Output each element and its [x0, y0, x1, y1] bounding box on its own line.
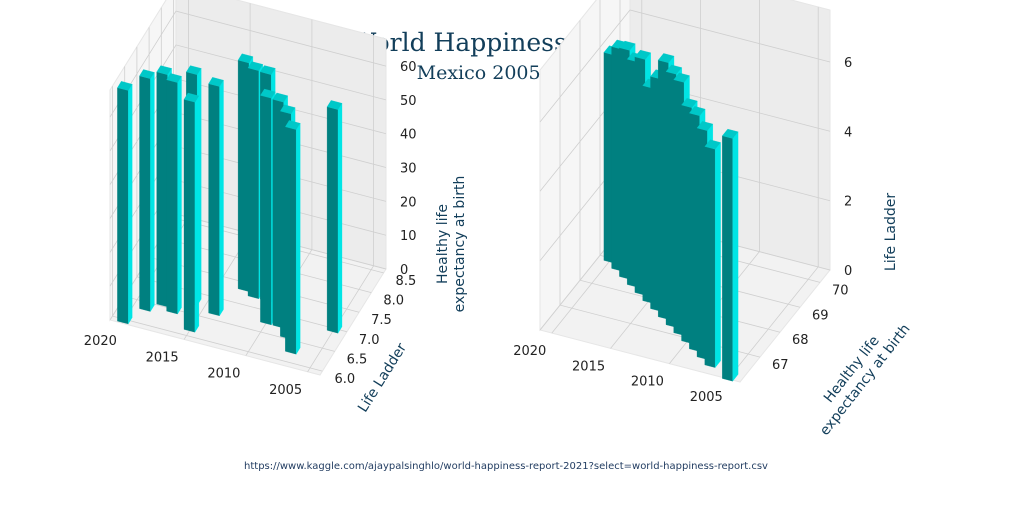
x-tick-label: 2015 [572, 359, 605, 374]
y-tick-label: 67 [772, 358, 789, 373]
bar [117, 81, 133, 325]
bar-face-front [177, 75, 182, 315]
bar-face-side [237, 59, 250, 292]
bar-face-top [183, 92, 200, 103]
chart-panel-1: 2005 2010 2015 2020 6.0 6.5 7.0 7.5 8.0 8.50 10 20 3… [84, 0, 417, 398]
bar [704, 139, 721, 369]
bar-face-top [166, 73, 182, 83]
x-tick-label: 2010 [207, 367, 240, 382]
bar-face-top [326, 100, 343, 110]
bar-face-top [665, 64, 683, 75]
y-tick-label: 8.5 [396, 274, 417, 289]
z-tick-label: 40 [400, 128, 417, 143]
z-axis-label-left: Healthy lifeexpectancy at birth [435, 176, 468, 313]
bar-face-top [619, 40, 636, 51]
x-tick-label: 2005 [690, 390, 723, 405]
z-tick-label: 30 [400, 162, 417, 177]
x-tick-label: 2020 [84, 334, 117, 349]
y-axis-label-right: Healthy lifeexpectancy at birth [803, 311, 913, 439]
bar-face-top [280, 104, 296, 115]
bar-face-top [117, 81, 133, 91]
z-gridline [539, 9, 831, 123]
x-tick-label: 2020 [513, 344, 546, 359]
bar-face-side [166, 79, 178, 315]
bar-face-front [150, 71, 155, 313]
bar-face-side [704, 146, 716, 368]
bar [285, 120, 301, 355]
bar-face-top [689, 106, 706, 116]
bar-face-side [156, 71, 168, 307]
z-tick-label: 6 [844, 56, 852, 71]
bar-face-top [657, 53, 675, 63]
bar-face-top [139, 69, 155, 79]
bar [183, 92, 200, 333]
y-tick-label: 69 [812, 308, 829, 323]
y-tick-label: 6.5 [347, 352, 368, 367]
bar-face-top [247, 61, 264, 71]
bar-face-top [696, 121, 714, 131]
y-tick-label: 68 [792, 333, 809, 348]
bar-face-front [128, 83, 133, 325]
bar-face-front [219, 79, 224, 317]
x-tick-label: 2005 [269, 383, 302, 398]
bar-face-top [634, 49, 651, 60]
z-axis-label-right: Life Ladder [883, 193, 899, 271]
bar [208, 77, 224, 317]
y-tick-label: 6.0 [334, 372, 355, 387]
z-tick-label: 0 [844, 264, 852, 279]
bar [722, 128, 739, 382]
z-tick-label: 10 [400, 229, 417, 244]
bar-face-side [722, 135, 733, 382]
bar-face-top [681, 98, 698, 108]
y-tick-label: 7.0 [359, 333, 380, 348]
bar-face-top [186, 65, 202, 75]
z-tick-label: 0 [400, 263, 408, 278]
source-link[interactable]: https://www.kaggle.com/ajaypalsinghlo/wo… [244, 461, 768, 472]
y-tick-label: 8.0 [383, 294, 404, 309]
bar-face-side [183, 99, 196, 333]
bar-face-front [337, 102, 343, 334]
x-tick-label: 2015 [146, 350, 179, 365]
z-tick-label: 60 [400, 60, 417, 75]
bar [139, 69, 155, 313]
z-tick-label: 20 [400, 195, 417, 210]
bar-face-side [260, 95, 272, 326]
y-tick-label: 70 [832, 283, 849, 298]
y-tick-label: 7.5 [371, 313, 392, 328]
bar-face-side [117, 87, 129, 325]
bar-face-front [715, 142, 721, 369]
z-tick-label: 4 [844, 125, 852, 140]
bar-face-top [260, 88, 276, 99]
bar-face-top [156, 65, 172, 75]
bar-face-top [237, 53, 254, 64]
bar-face-side [326, 106, 339, 334]
bar-face-top [704, 139, 721, 150]
z-tick-label: 2 [844, 195, 852, 210]
bar-face-top [208, 77, 224, 87]
bar-face-side [285, 126, 297, 355]
bar-face-side [208, 83, 220, 316]
bar-face-front [194, 95, 200, 333]
bar-face-side [139, 75, 151, 312]
x-tick-label: 2010 [631, 375, 664, 390]
bar-face-top [673, 72, 690, 83]
bar-face-front [732, 131, 739, 382]
bar-face-top [260, 65, 276, 75]
z-gridline [109, 10, 387, 118]
bar-face-top [285, 120, 301, 130]
bar-face-side [247, 67, 260, 299]
bar-face-top [272, 92, 288, 103]
bar-face-top [722, 128, 739, 139]
bar [326, 100, 343, 334]
bar-face-front [296, 122, 301, 355]
z-tick-label: 50 [400, 94, 417, 109]
bar [166, 73, 182, 315]
